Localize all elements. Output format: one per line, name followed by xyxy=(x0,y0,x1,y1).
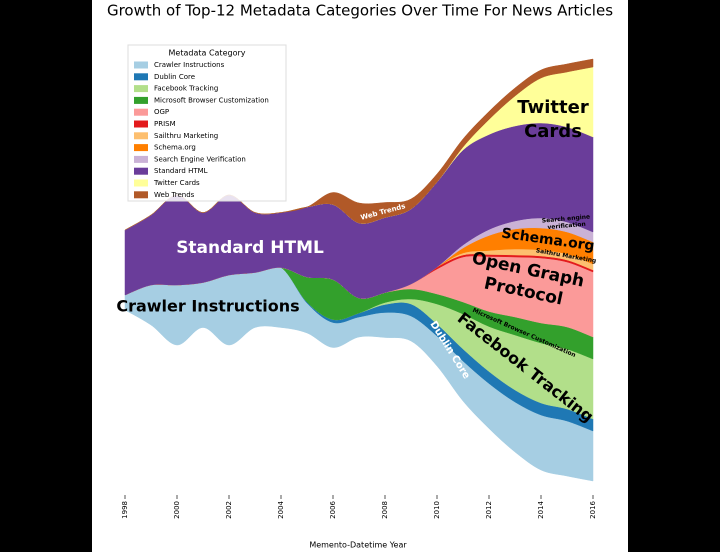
annotation: verification xyxy=(547,221,586,231)
legend-swatch xyxy=(134,167,148,175)
x-tick-label: 2006 xyxy=(329,500,337,518)
x-tick-label: 2000 xyxy=(173,501,181,519)
x-tick-label: 2012 xyxy=(485,501,493,519)
legend-label: Web Trends xyxy=(154,191,195,199)
legend-swatch xyxy=(134,155,148,163)
legend-swatch xyxy=(134,73,148,81)
annotation: Twitter xyxy=(517,97,589,118)
legend-label: Search Engine Verification xyxy=(154,155,246,163)
annotation: Search engine xyxy=(542,213,591,224)
annotation: Standard HTML xyxy=(176,238,324,258)
chart-title: Growth of Top-12 Metadata Categories Ove… xyxy=(107,2,613,20)
legend-label: Crawler Instructions xyxy=(154,61,225,69)
x-tick-label: 2008 xyxy=(381,501,389,519)
x-tick-label: 1998 xyxy=(121,501,129,519)
legend-label: Schema.org xyxy=(154,144,196,152)
legend-swatch xyxy=(134,120,148,128)
annotation: Crawler Instructions xyxy=(116,297,299,316)
legend-swatch xyxy=(134,108,148,116)
legend-swatch xyxy=(134,179,148,187)
legend-swatch xyxy=(134,85,148,93)
x-tick-label: 2010 xyxy=(433,501,441,519)
legend-swatch xyxy=(134,96,148,104)
legend-swatch xyxy=(134,144,148,152)
legend-label: Dublin Core xyxy=(154,73,195,81)
legend-label: OGP xyxy=(154,108,169,116)
x-tick-label: 2004 xyxy=(277,500,285,518)
legend-swatch xyxy=(134,132,148,140)
annotation: Cards xyxy=(524,121,582,142)
x-tick-label: 2016 xyxy=(589,500,597,518)
legend-label: Standard HTML xyxy=(154,167,208,175)
legend-box xyxy=(127,44,287,202)
legend-swatch xyxy=(134,61,148,69)
legend-label: Microsoft Browser Customization xyxy=(154,96,269,104)
stream-area xyxy=(124,58,594,231)
x-tick-label: 2014 xyxy=(537,500,545,518)
legend-swatch xyxy=(134,191,148,199)
x-axis-label: Memento-Datetime Year xyxy=(309,541,407,550)
legend-label: Twitter Cards xyxy=(153,179,200,187)
legend-label: Sailthru Marketing xyxy=(154,132,218,140)
legend-title: Metadata Category xyxy=(169,49,246,58)
legend-label: Facebook Tracking xyxy=(154,85,218,93)
x-tick-label: 2002 xyxy=(225,501,233,519)
legend-label: PRISM xyxy=(154,120,176,128)
